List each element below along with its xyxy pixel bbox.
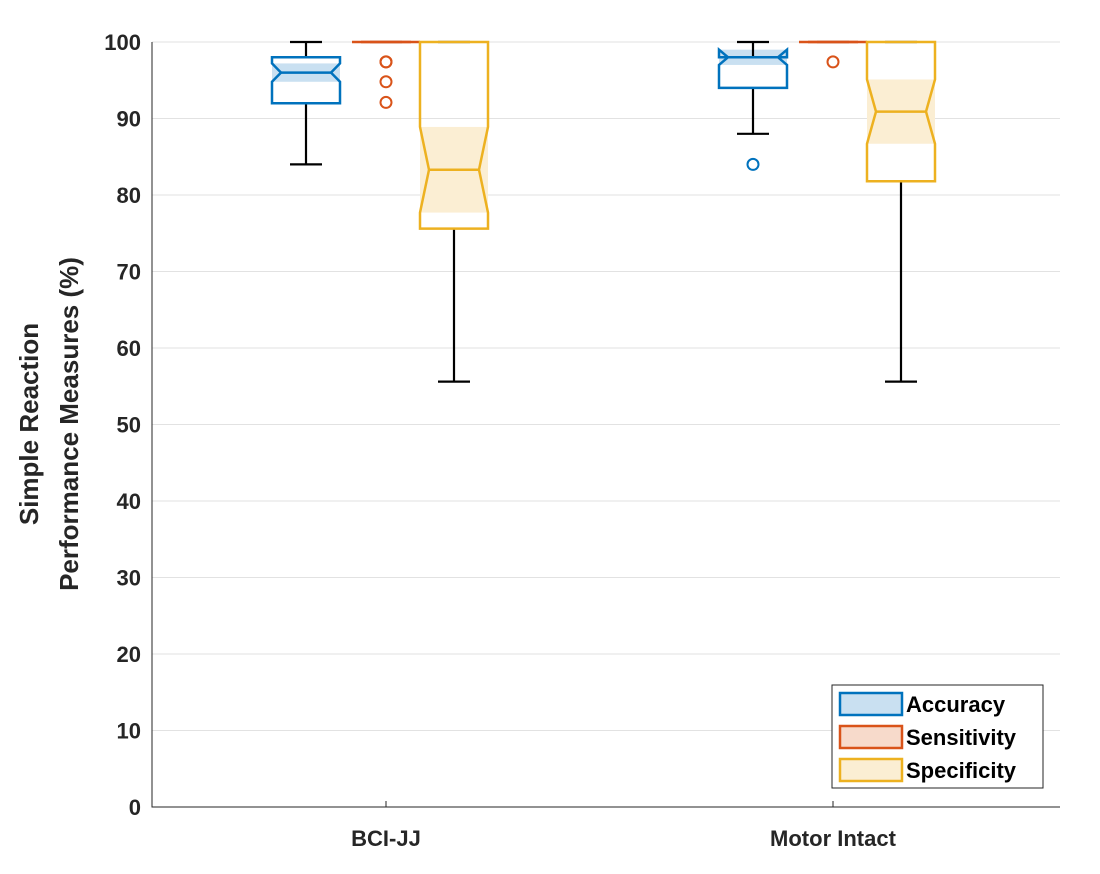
box-specificity-0 [418, 40, 490, 383]
legend-swatch-accuracy [838, 691, 904, 717]
x-tick-label: BCI-JJ [351, 826, 421, 851]
legend-label-specificity: Specificity [906, 758, 1017, 783]
outlier-point [379, 75, 393, 89]
y-tick-label: 100 [104, 30, 141, 55]
y-tick-label: 0 [129, 795, 141, 820]
box-accuracy-0 [270, 40, 342, 166]
y-tick-label: 30 [117, 566, 141, 591]
outlier-point [826, 55, 840, 69]
y-tick-label: 10 [117, 719, 141, 744]
y-axis-title-line-1: Simple Reaction [14, 323, 44, 525]
axes: 0 10 20 30 40 50 60 70 80 90 100 BCI-JJ Motor Intact [104, 30, 1060, 851]
legend-swatch-sensitivity [838, 724, 904, 750]
outlier-point [379, 55, 393, 69]
y-tick-label: 80 [117, 183, 141, 208]
legend-label-accuracy: Accuracy [906, 692, 1006, 717]
box-outline [717, 46, 789, 90]
box-sensitivity-0 [352, 40, 420, 109]
plot-area [270, 40, 937, 383]
box-sensitivity-1 [799, 40, 867, 69]
outlier-point [746, 157, 760, 171]
legend-swatch-specificity [838, 757, 904, 783]
y-axis-title-line-2: Performance Measures (%) [54, 257, 84, 591]
y-gridlines [152, 41, 1060, 731]
y-tick-label: 90 [117, 107, 141, 132]
y-tick-label: 70 [117, 260, 141, 285]
outlier-point [379, 95, 393, 109]
y-tick-label: 20 [117, 642, 141, 667]
box-outline [418, 40, 490, 230]
box-outline [270, 56, 342, 105]
legend: Accuracy Sensitivity Specificity [831, 684, 1044, 789]
box-outline [865, 40, 937, 183]
legend-label-sensitivity: Sensitivity [906, 725, 1017, 750]
box-specificity-1 [865, 40, 937, 383]
box-accuracy-1 [717, 40, 789, 171]
y-tick-label: 50 [117, 413, 141, 438]
x-tick-label: Motor Intact [770, 826, 897, 851]
y-tick-label: 60 [117, 336, 141, 361]
y-tick-label: 40 [117, 489, 141, 514]
